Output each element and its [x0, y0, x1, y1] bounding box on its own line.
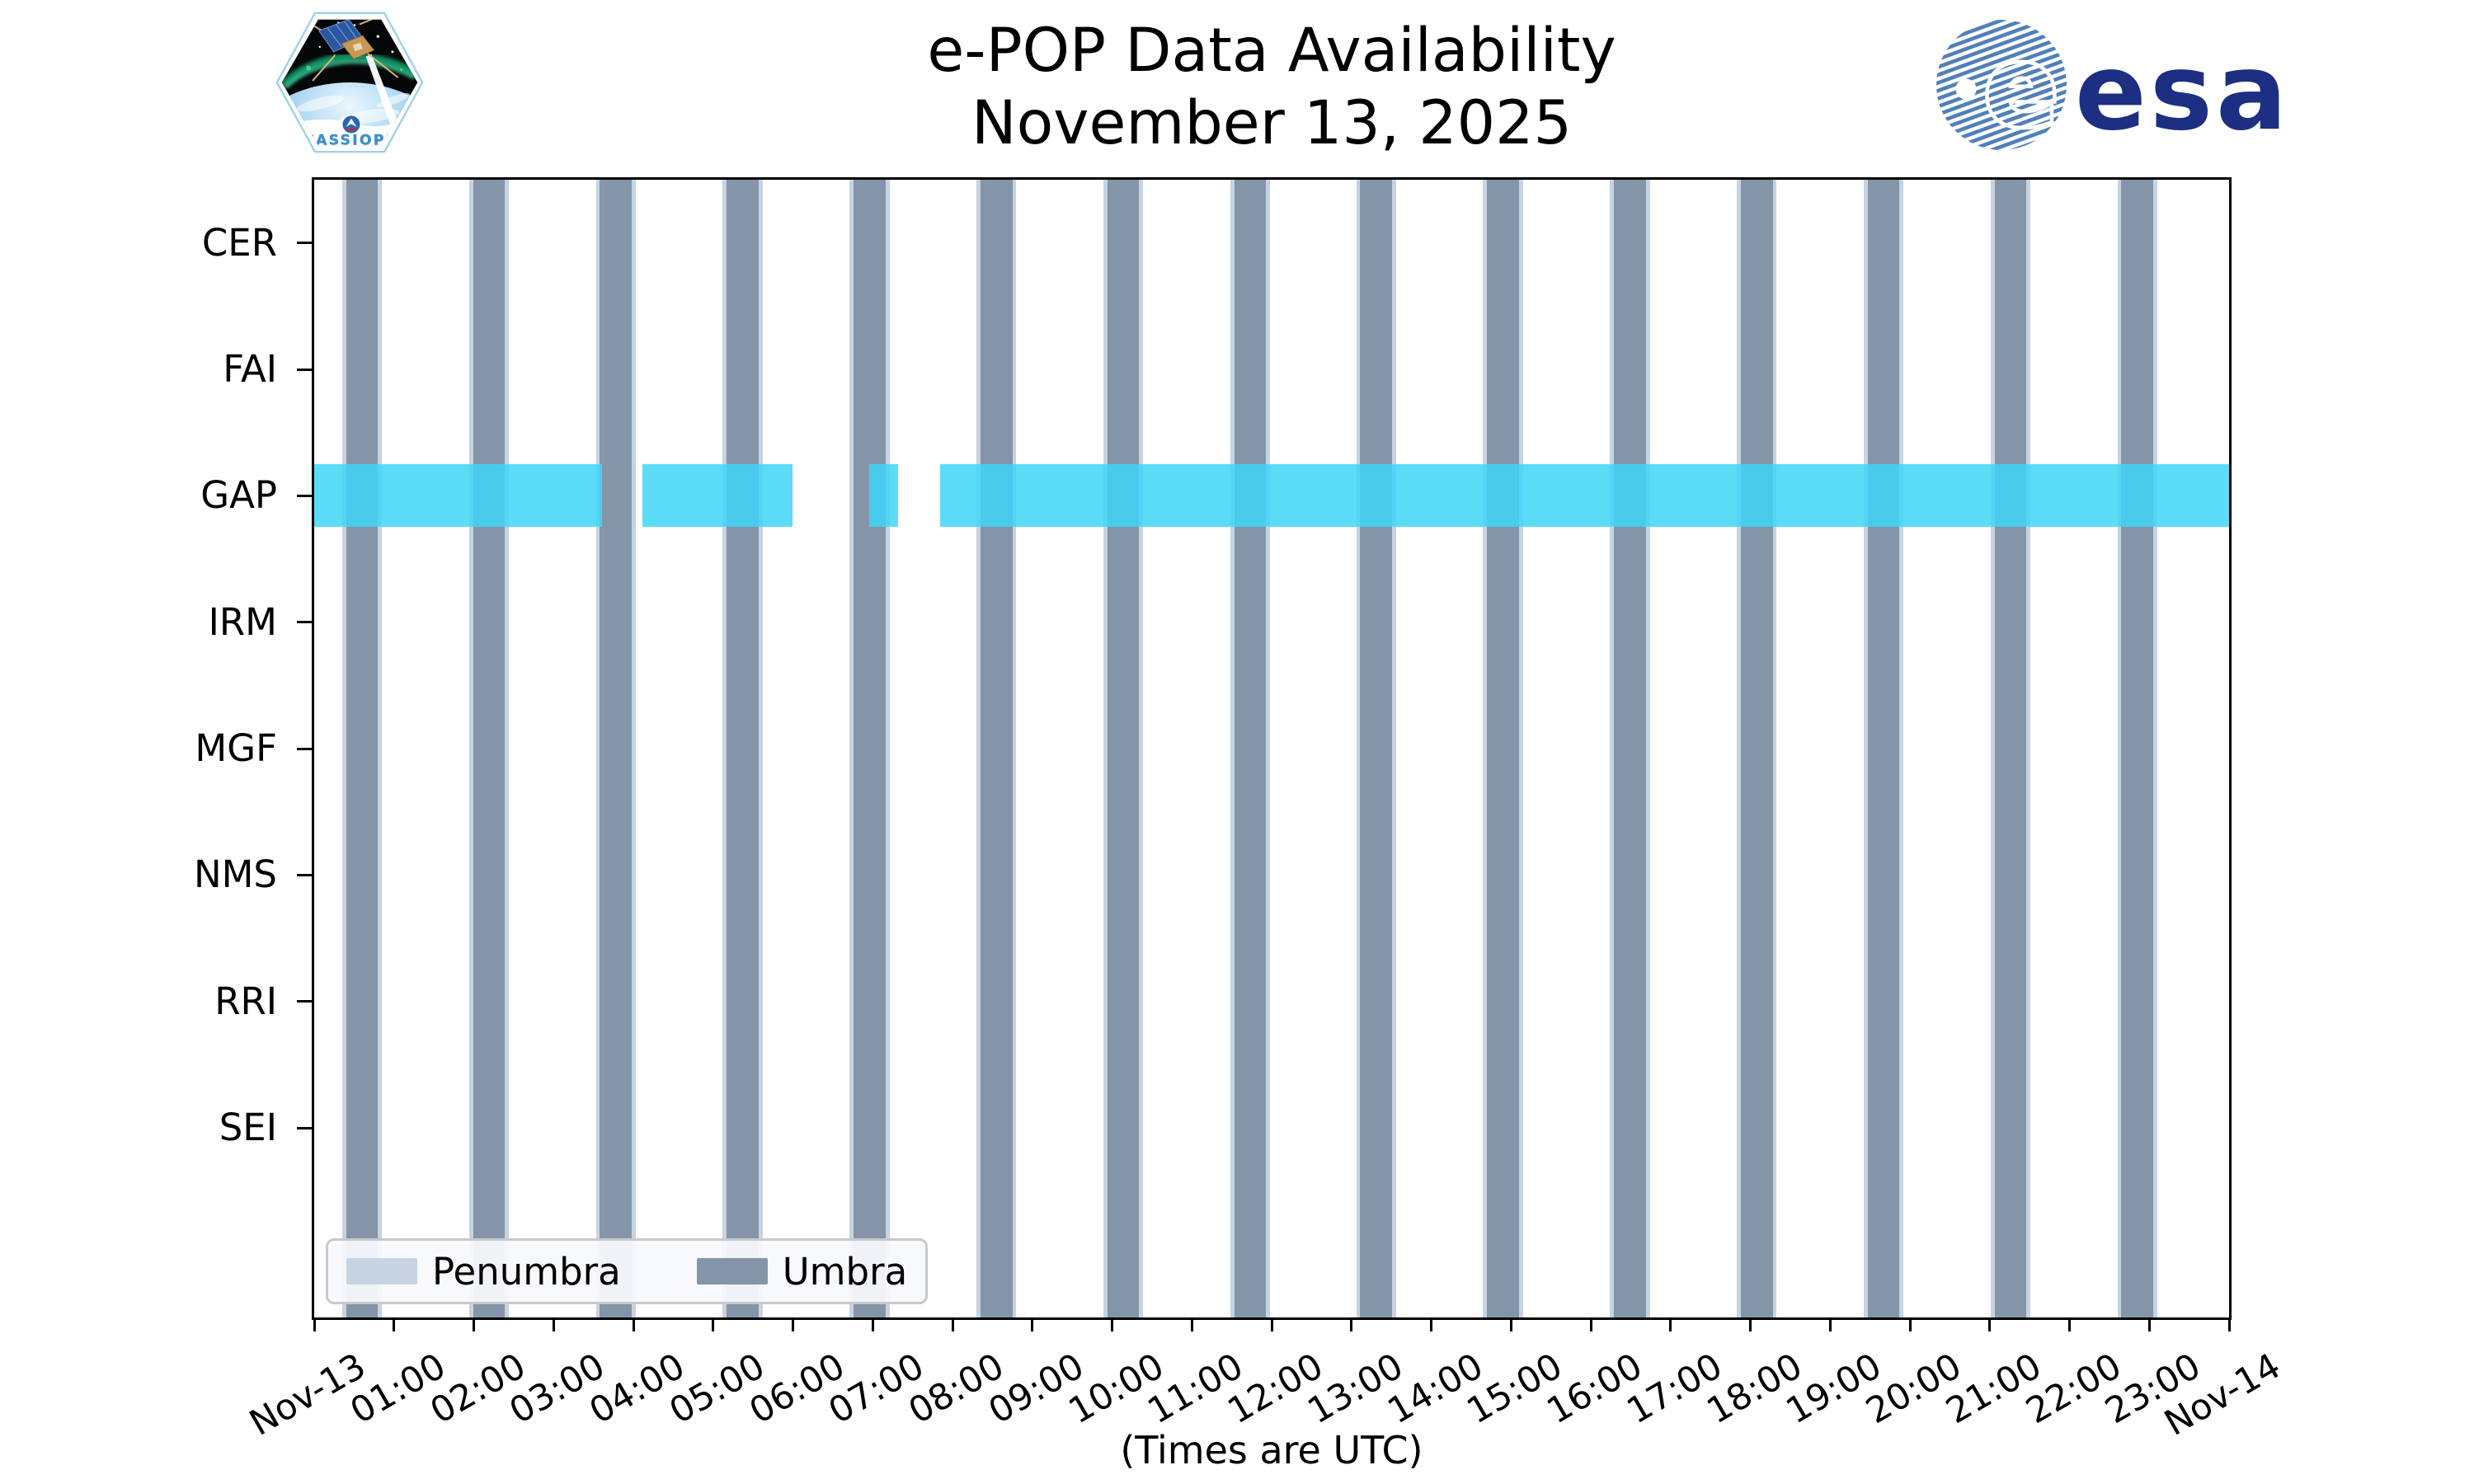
umbra-bar: [346, 180, 379, 1317]
esa-globe: [1936, 20, 2067, 150]
x-axis-tick: [792, 1317, 794, 1331]
y-axis-tick: [297, 494, 312, 497]
y-axis-tick: [297, 368, 312, 371]
x-axis-tick: [1190, 1317, 1193, 1331]
umbra-bar: [473, 180, 506, 1317]
radar-beam: [365, 54, 399, 129]
legend-swatch-umbra: [696, 1258, 768, 1284]
x-axis-tick: [1350, 1317, 1353, 1331]
legend-label-penumbra: Penumbra: [432, 1249, 621, 1294]
x-axis-tick: [313, 1317, 316, 1331]
esa-wordmark: esa: [2075, 31, 2290, 153]
x-axis-tick: [1988, 1317, 1992, 1331]
x-axis-title: (Times are UTC): [1120, 1428, 1423, 1472]
plot-area: Penumbra Umbra CER FAI GAP IRM MGF NMS RRI SEI N…: [194, 177, 2288, 1444]
aurora: [281, 53, 418, 89]
x-axis-tick: [2068, 1317, 2071, 1331]
umbra-bar: [1234, 180, 1267, 1317]
y-axis-tick-label: IRM: [208, 599, 277, 644]
x-axis-tick: [1749, 1317, 1752, 1331]
x-axis-tick: [1111, 1317, 1113, 1331]
y-axis-tick-label: GAP: [200, 473, 277, 518]
x-axis-tick: [1509, 1317, 1512, 1331]
umbra-bar: [1740, 180, 1773, 1317]
chart-title: e-POP Data Availability November 13, 202…: [312, 15, 2232, 160]
x-axis-tick: [1270, 1317, 1273, 1331]
umbra-bar: [727, 180, 759, 1317]
x-axis-tick: [712, 1317, 715, 1331]
x-axis-tick: [632, 1317, 635, 1331]
y-axis-tick: [297, 1000, 312, 1003]
x-axis-tick: [1589, 1317, 1592, 1331]
x-axis-tick: [1669, 1317, 1672, 1331]
y-axis-tick: [297, 747, 312, 750]
umbra-bar: [1107, 180, 1140, 1317]
x-axis-tick: [951, 1317, 954, 1331]
y-axis-tick: [297, 873, 312, 876]
csa-roundel-icon: [341, 114, 361, 134]
chart-title-line2: November 13, 2025: [971, 88, 1573, 158]
y-axis-tick-label: FAI: [223, 347, 277, 391]
satellite: [294, 19, 399, 82]
gap-availability-bar: [642, 464, 793, 528]
gap-availability-bar: [869, 464, 899, 528]
y-axis-tick: [297, 1126, 312, 1129]
umbra-bar: [980, 180, 1013, 1317]
umbra-bar: [600, 180, 633, 1317]
umbra-bar: [1614, 180, 1646, 1317]
umbra-bar: [1867, 180, 1900, 1317]
y-axis-tick: [297, 242, 312, 245]
cassiope-wordmark: CASSIOPE: [303, 132, 397, 148]
x-axis-tick: [1908, 1317, 1912, 1331]
esa-logo-icon: e esa: [1936, 20, 2290, 153]
x-axis-tick: [393, 1317, 396, 1331]
chart-title-line1: e-POP Data Availability: [927, 16, 1616, 86]
x-axis-tick: [871, 1317, 874, 1331]
x-axis-tick: [2147, 1317, 2151, 1331]
umbra-bar: [2121, 180, 2154, 1317]
umbra-bar: [1487, 180, 1519, 1317]
y-axis-tick: [297, 621, 312, 624]
cassiope-mission-patch-icon: CASSIOPE: [275, 12, 424, 153]
gap-availability-bar: [939, 464, 2229, 528]
y-axis-tick-label: MGF: [195, 726, 277, 770]
svg-text:e: e: [1984, 24, 2058, 151]
x-axis-tick: [552, 1317, 555, 1331]
legend-label-umbra: Umbra: [782, 1249, 908, 1294]
y-axis-tick-label: SEI: [219, 1106, 277, 1149]
umbra-bar: [1994, 180, 2027, 1317]
x-axis-tick: [1031, 1317, 1034, 1331]
legend-swatch-penumbra: [346, 1258, 417, 1284]
gap-availability-bar: [314, 464, 603, 528]
umbra-bar: [854, 180, 886, 1317]
y-axis-tick-label: RRI: [214, 979, 277, 1023]
x-axis-tick: [1828, 1317, 1832, 1331]
umbra-bar: [1360, 180, 1393, 1317]
legend: Penumbra Umbra: [326, 1238, 929, 1304]
y-axis-tick-label: NMS: [193, 852, 277, 897]
y-axis-tick-label: CER: [201, 220, 277, 265]
x-axis-tick: [2227, 1317, 2231, 1331]
x-axis-tick: [1430, 1317, 1432, 1331]
x-axis-tick: [473, 1317, 475, 1331]
